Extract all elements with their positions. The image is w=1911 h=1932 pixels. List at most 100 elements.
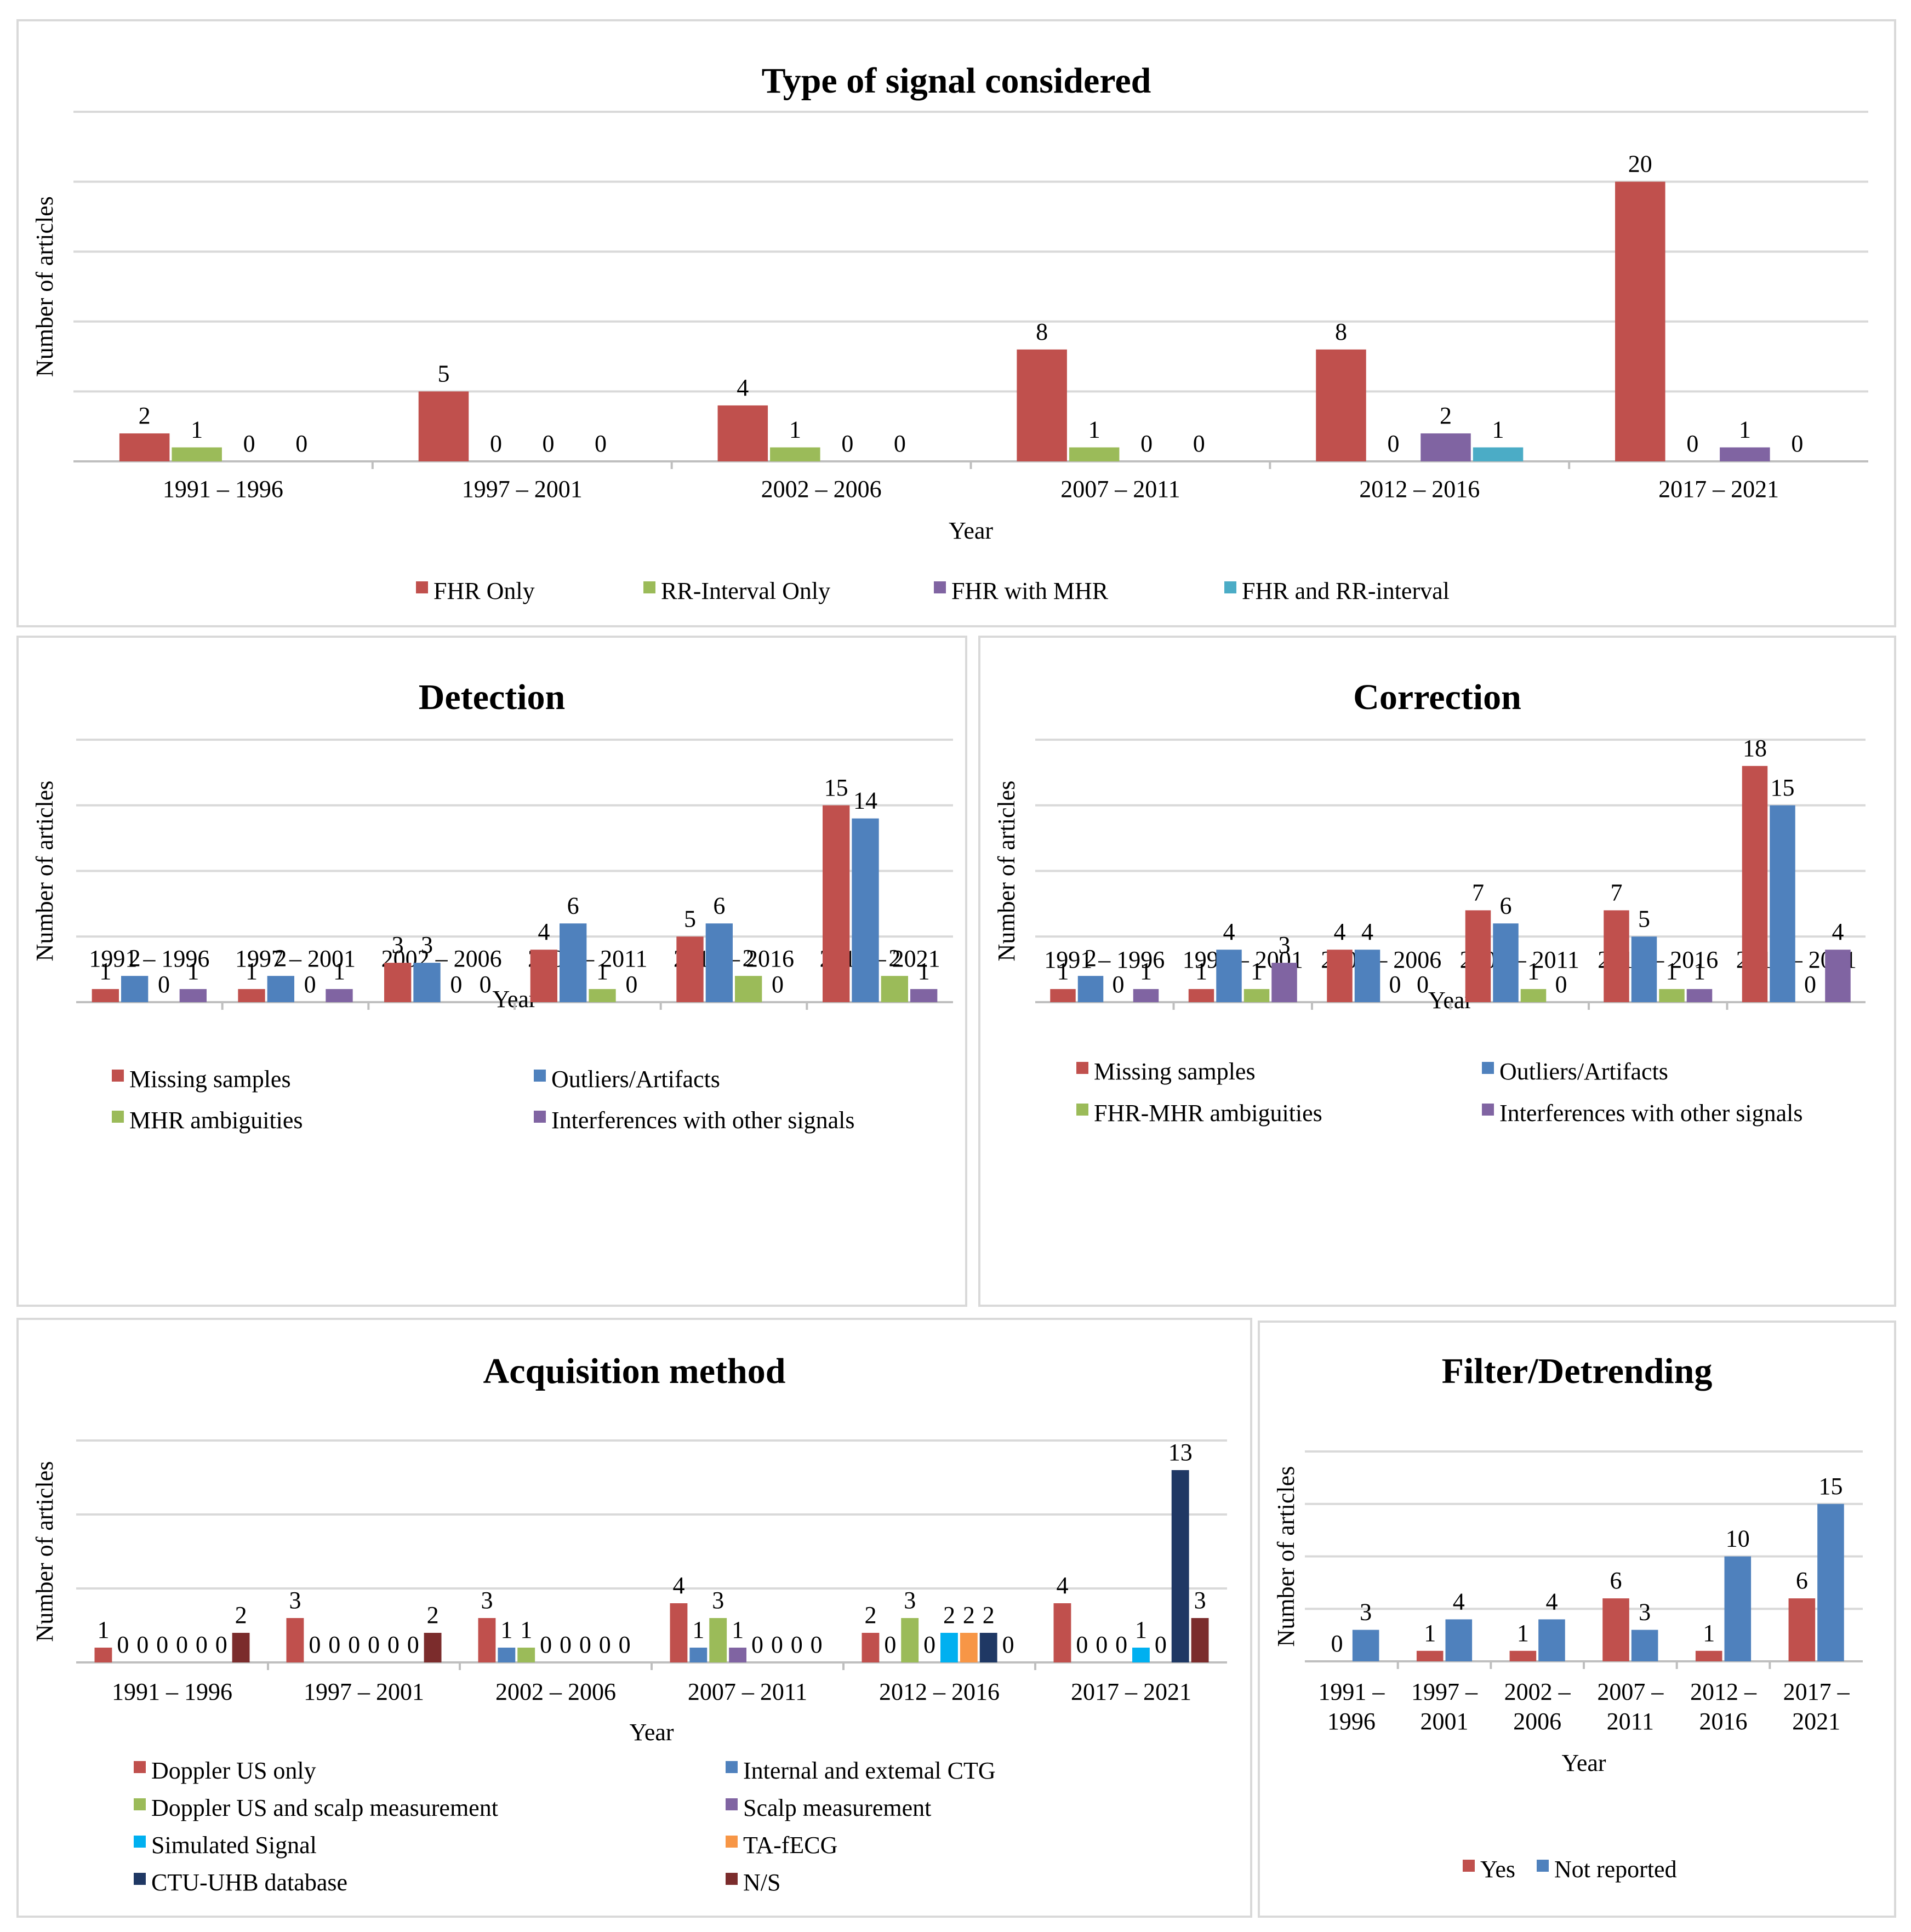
bar xyxy=(286,1618,304,1662)
x-tick-label: 2012 – 2016 xyxy=(1359,476,1480,502)
data-label: 1 xyxy=(1527,958,1539,985)
bar xyxy=(1825,950,1851,1002)
bar xyxy=(326,989,353,1002)
x-tick-label: 2007 – 2011 xyxy=(688,1678,807,1705)
data-label: 1 xyxy=(1057,958,1069,985)
legend-swatch xyxy=(134,1761,146,1773)
bar xyxy=(172,447,222,461)
bar xyxy=(1445,1619,1473,1661)
x-tick-label: 2012 – 2016 xyxy=(879,1678,1000,1705)
legend-label: FHR Only xyxy=(433,578,535,604)
data-label: 0 xyxy=(1076,1631,1088,1658)
bar xyxy=(1493,923,1519,1002)
data-label: 0 xyxy=(923,1631,935,1658)
legend-label: Yes xyxy=(1480,1856,1515,1883)
bar xyxy=(1686,989,1713,1002)
data-label: 4 xyxy=(1361,918,1373,945)
data-label: 5 xyxy=(437,360,449,387)
y-axis-label: Number of articles xyxy=(1273,1466,1299,1647)
data-label: 0 xyxy=(1113,971,1125,998)
bar xyxy=(1243,989,1270,1002)
x-tick-label: 2017 – 2021 xyxy=(1658,476,1779,502)
data-label: 0 xyxy=(136,1631,149,1658)
bar xyxy=(1316,349,1366,461)
bar xyxy=(705,923,733,1002)
data-label: 3 xyxy=(289,1587,301,1614)
data-label: 0 xyxy=(348,1631,360,1658)
data-label: 2 xyxy=(983,1602,995,1628)
legend-label: FHR and RR-interval xyxy=(1242,578,1450,604)
bar xyxy=(1538,1619,1565,1661)
data-label: 6 xyxy=(567,892,579,919)
data-label: 6 xyxy=(1796,1567,1808,1594)
legend-swatch xyxy=(1224,581,1236,593)
legend-label: Internal and extemal CTG xyxy=(743,1757,996,1784)
data-label: 0 xyxy=(791,1631,803,1658)
data-label: 6 xyxy=(1500,892,1512,919)
bar xyxy=(238,989,265,1002)
data-label: 1 xyxy=(99,958,111,985)
legend-swatch xyxy=(134,1836,146,1848)
data-label: 0 xyxy=(1140,430,1153,457)
data-label: 0 xyxy=(841,430,853,457)
bar xyxy=(121,976,149,1002)
data-label: 8 xyxy=(1036,318,1048,345)
chart-title: Acquisition method xyxy=(483,1351,786,1391)
bar xyxy=(498,1648,516,1662)
bar xyxy=(92,989,119,1002)
legend-label: N/S xyxy=(743,1869,780,1896)
bar xyxy=(1171,1470,1189,1662)
bar xyxy=(119,433,170,461)
x-tick-label: 1997 – 2001 xyxy=(235,945,356,972)
bar xyxy=(1520,989,1547,1002)
data-label: 0 xyxy=(625,971,637,998)
bar xyxy=(517,1648,535,1662)
data-label: 6 xyxy=(713,892,725,919)
data-label: 0 xyxy=(309,1631,321,1658)
bar xyxy=(424,1633,442,1662)
data-label: 1 xyxy=(1703,1620,1715,1647)
legend-label: FHR with MHR xyxy=(951,578,1109,604)
data-label: 1 xyxy=(500,1616,512,1643)
legend-swatch xyxy=(112,1111,124,1123)
data-label: 1 xyxy=(1424,1620,1436,1647)
data-label: 1 xyxy=(918,958,930,985)
data-label: 3 xyxy=(1194,1587,1206,1614)
legend-swatch xyxy=(1482,1104,1494,1116)
bar xyxy=(881,976,908,1002)
data-label: 4 xyxy=(1223,918,1235,945)
data-label: 0 xyxy=(243,430,255,457)
data-label: 0 xyxy=(196,1631,208,1658)
bar xyxy=(960,1633,978,1662)
bar xyxy=(1416,1650,1444,1661)
data-label: 4 xyxy=(1056,1572,1068,1599)
bar xyxy=(1050,989,1076,1002)
data-label: 0 xyxy=(599,1631,611,1658)
bar xyxy=(1604,910,1629,1002)
data-label: 1 xyxy=(1135,1616,1147,1643)
bar xyxy=(823,805,850,1002)
bar xyxy=(179,989,207,1002)
data-label: 0 xyxy=(894,430,906,457)
data-label: 0 xyxy=(543,430,555,457)
bar xyxy=(478,1618,496,1662)
legend-swatch xyxy=(726,1836,738,1848)
data-label: 3 xyxy=(1360,1599,1372,1626)
bar xyxy=(267,976,294,1002)
chart-title: Type of signal considered xyxy=(762,61,1151,101)
legend-label: Doppler US and scalp measurement xyxy=(151,1794,498,1821)
bar xyxy=(1133,989,1159,1002)
x-tick-label: 2017 – xyxy=(1783,1678,1850,1705)
data-label: 0 xyxy=(1387,430,1399,457)
bar xyxy=(232,1633,250,1662)
bar xyxy=(901,1618,919,1662)
data-label: 0 xyxy=(480,971,492,998)
legend-label: Interferences with other signals xyxy=(551,1107,854,1134)
bar xyxy=(413,963,441,1002)
chart-title: Filter/Detrending xyxy=(1442,1351,1713,1391)
data-label: 2 xyxy=(1085,945,1097,971)
data-label: 0 xyxy=(619,1631,631,1658)
legend-swatch xyxy=(1076,1104,1088,1116)
data-label: 0 xyxy=(751,1631,763,1658)
